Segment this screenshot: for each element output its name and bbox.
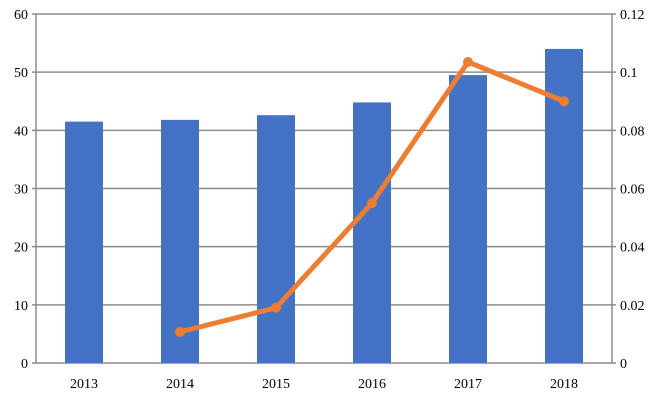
y-left-tick-label: 10 [14,299,28,314]
line-point [463,56,473,67]
y-right-tick-label: 0.04 [620,241,645,256]
bar [257,115,295,364]
y-right-tick-label: 0.1 [620,66,638,81]
bar [65,121,103,363]
y-left-tick-label: 0 [21,357,28,372]
y-right-tick-label: 0 [620,357,627,372]
y-right-tick-label: 0.08 [620,124,645,139]
y-right-tick-label: 0.06 [620,183,645,198]
y-right-tick-label: 0.02 [620,299,645,314]
x-tick-label: 2016 [358,377,386,392]
y-right-tick-label: 0.12 [620,8,645,23]
line-point [559,96,569,107]
y-left-tick-label: 20 [14,241,28,256]
x-tick-label: 2017 [454,377,482,392]
x-tick-label: 2013 [70,377,98,392]
line-point [271,302,281,313]
x-tick-label: 2018 [550,377,578,392]
x-tick-label: 2015 [262,377,290,392]
bar [161,119,199,363]
y-left-tick-label: 50 [14,66,28,81]
line-point [175,326,185,337]
bar [449,75,487,363]
y-left-tick-label: 30 [14,183,28,198]
x-tick-label: 2014 [166,377,194,392]
y-left-tick-label: 40 [14,124,28,139]
line-point [367,198,377,209]
bar [353,102,391,363]
y-left-tick-label: 60 [14,8,28,23]
